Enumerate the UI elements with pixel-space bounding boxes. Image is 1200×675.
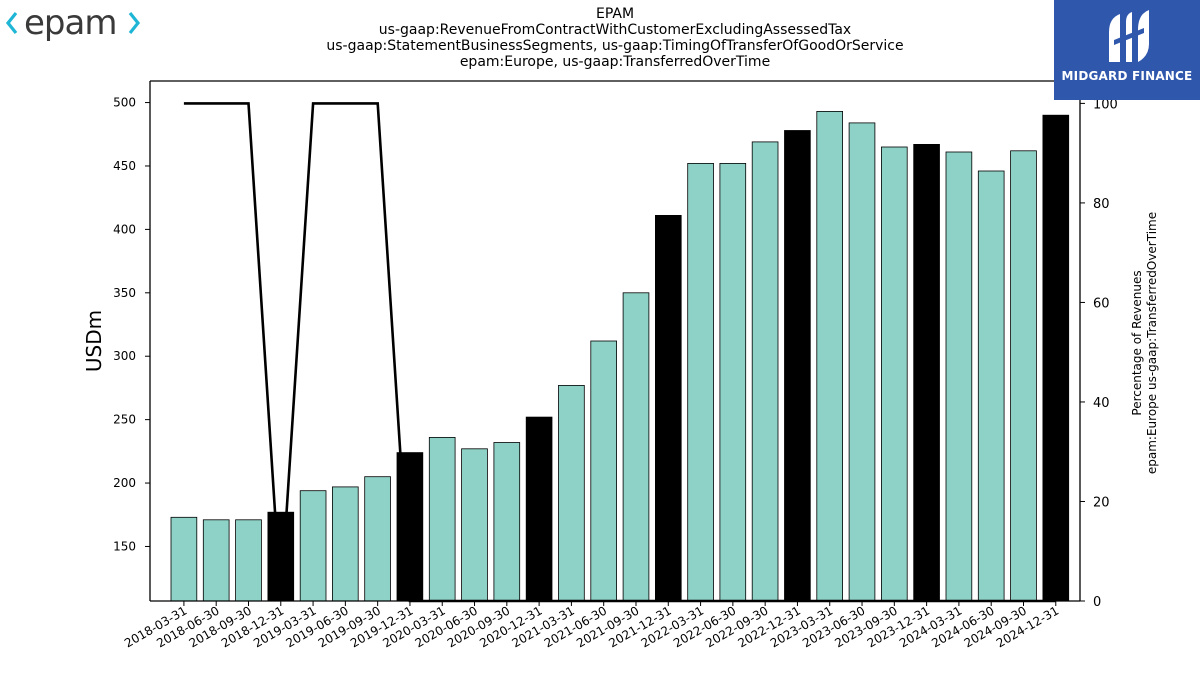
chart-title: EPAM us-gaap:RevenueFromContractWithCust… xyxy=(200,6,1030,70)
y-axis-label: USDm xyxy=(82,310,106,372)
bar-2019-03-31 xyxy=(299,490,327,602)
midgard-logo-text: MIDGARD FINANCE xyxy=(1061,69,1193,83)
bar-2020-03-31 xyxy=(428,436,456,602)
right-axis-label-line-1: Percentage of Revenues xyxy=(1130,270,1144,415)
title-line-3: us-gaap:StatementBusinessSegments, us-ga… xyxy=(326,38,904,54)
bar-2024-06-30 xyxy=(977,170,1005,602)
right-tick-label-60: 60 xyxy=(1093,296,1110,311)
bar-2022-12-31 xyxy=(784,130,811,602)
left-tick-label-200: 200 xyxy=(113,476,136,490)
right-tick-label-40: 40 xyxy=(1093,396,1110,411)
bar-2021-06-30 xyxy=(590,340,617,602)
midgard-mark-icon xyxy=(1109,10,1149,62)
left-tick-label-150: 150 xyxy=(113,539,136,553)
bar-2023-06-30 xyxy=(848,122,876,602)
left-tick-label-400: 400 xyxy=(113,222,136,236)
title-line-1: EPAM xyxy=(595,6,635,22)
title-line-4: epam:Europe, us-gaap:TransferredOverTime xyxy=(459,54,771,70)
right-tick-label-0: 0 xyxy=(1093,595,1101,610)
left-tick-label-500: 500 xyxy=(113,96,136,110)
bar-2022-03-31 xyxy=(687,162,714,602)
midgard-finance-logo: MIDGARD FINANCE xyxy=(1054,0,1200,100)
bar-2019-09-30 xyxy=(364,476,391,602)
left-tick-label-450: 450 xyxy=(113,159,136,173)
logo-right-chevron xyxy=(128,12,141,34)
bar-2022-06-30 xyxy=(719,162,747,602)
bar-2020-09-30 xyxy=(493,442,521,602)
bar-2023-09-30 xyxy=(881,146,908,602)
bar-2023-12-31 xyxy=(913,143,940,602)
left-tick-label-350: 350 xyxy=(113,286,136,300)
bar-2018-03-31 xyxy=(170,516,198,602)
bar-2021-09-30 xyxy=(622,292,650,602)
bar-2021-12-31 xyxy=(655,214,682,602)
bar-2020-12-31 xyxy=(525,416,553,602)
right-tick-label-80: 80 xyxy=(1093,197,1110,212)
left-tick-label-250: 250 xyxy=(113,413,136,427)
bar-2018-06-30 xyxy=(202,519,230,602)
bar-2020-06-30 xyxy=(461,448,488,602)
bar-2024-12-31 xyxy=(1042,114,1070,602)
bar-2023-03-31 xyxy=(816,111,843,602)
bar-2021-03-31 xyxy=(558,384,585,602)
bar-2022-09-30 xyxy=(751,141,779,602)
epam-logo: epam xyxy=(5,3,141,43)
bar-2018-09-30 xyxy=(235,519,262,602)
left-tick-label-300: 300 xyxy=(113,349,136,363)
right-tick-label-20: 20 xyxy=(1093,495,1110,510)
bar-2024-09-30 xyxy=(1010,150,1037,602)
epam-logo-text: epam xyxy=(24,3,116,43)
bar-2019-06-30 xyxy=(331,486,359,602)
title-line-2: us-gaap:RevenueFromContractWithCustomerE… xyxy=(378,22,852,38)
right-tick-label-100: 100 xyxy=(1093,97,1118,112)
right-axis-label-line-2: epam:Europe us-gaap:TransferredOverTime xyxy=(1145,212,1159,474)
bar-2024-03-31 xyxy=(945,151,973,602)
logo-left-chevron xyxy=(5,12,18,34)
